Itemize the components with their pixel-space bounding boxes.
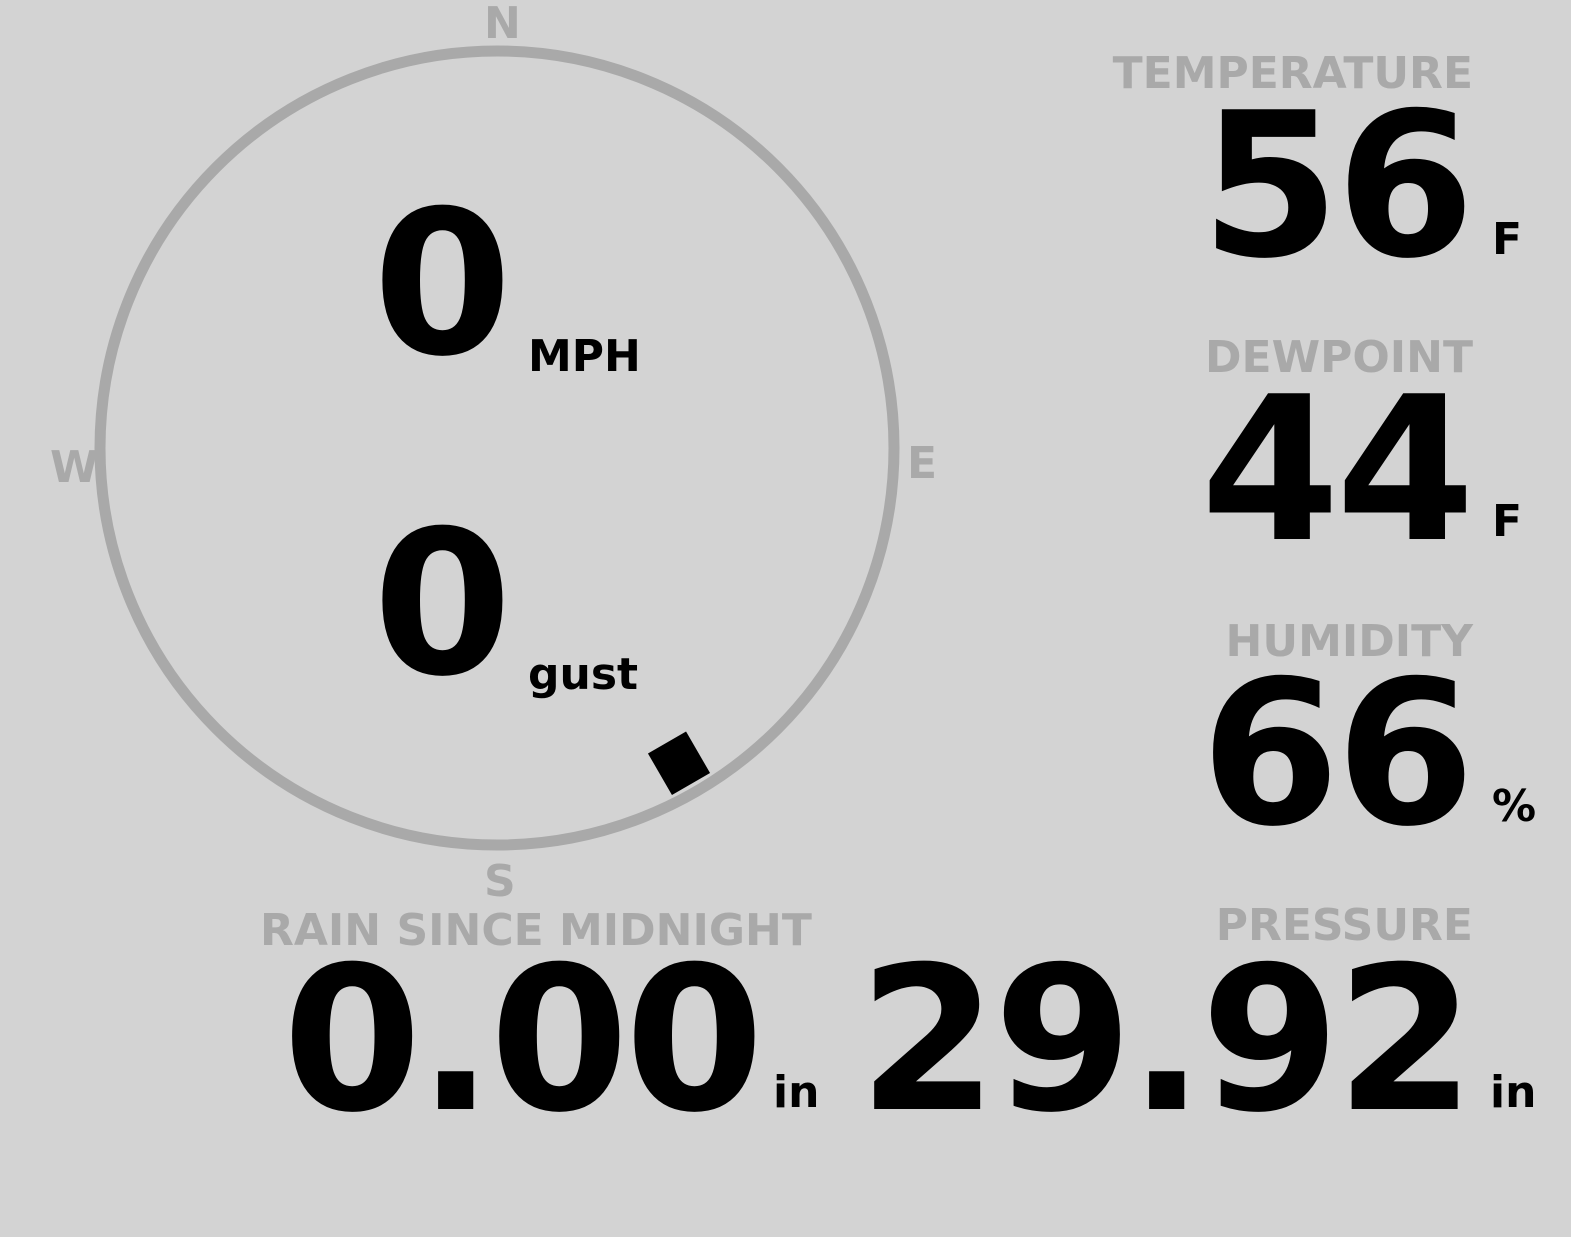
humidity-unit: % <box>1492 781 1537 832</box>
humidity-label: HUMIDITY <box>1225 616 1473 667</box>
humidity-value: 66 <box>1200 638 1475 871</box>
wind-direction-marker <box>647 731 711 796</box>
compass-south: S <box>484 856 516 907</box>
dewpoint-value: 44 <box>1200 354 1475 587</box>
pressure-unit: in <box>1490 1067 1537 1118</box>
dewpoint-unit: F <box>1492 496 1523 547</box>
wind-speed-value: 0 <box>372 168 512 401</box>
wind-gust-value: 0 <box>372 488 512 721</box>
temperature-value: 56 <box>1200 70 1475 303</box>
temperature-label: TEMPERATURE <box>1112 48 1473 99</box>
compass-west: W <box>50 442 99 493</box>
pressure-value: 29.92 <box>858 924 1475 1157</box>
rain-value: 0.00 <box>282 924 764 1157</box>
rain-unit: in <box>773 1067 820 1118</box>
rain-label: RAIN SINCE MIDNIGHT <box>260 905 812 956</box>
wind-speed-unit: MPH <box>528 331 641 382</box>
wind-gust-label: gust <box>528 649 639 700</box>
compass-east: E <box>907 438 938 489</box>
dewpoint-label: DEWPOINT <box>1205 332 1473 383</box>
compass-north: N <box>484 0 521 49</box>
compass-ring <box>94 45 900 851</box>
pressure-label: PRESSURE <box>1215 900 1473 951</box>
temperature-unit: F <box>1492 214 1523 265</box>
